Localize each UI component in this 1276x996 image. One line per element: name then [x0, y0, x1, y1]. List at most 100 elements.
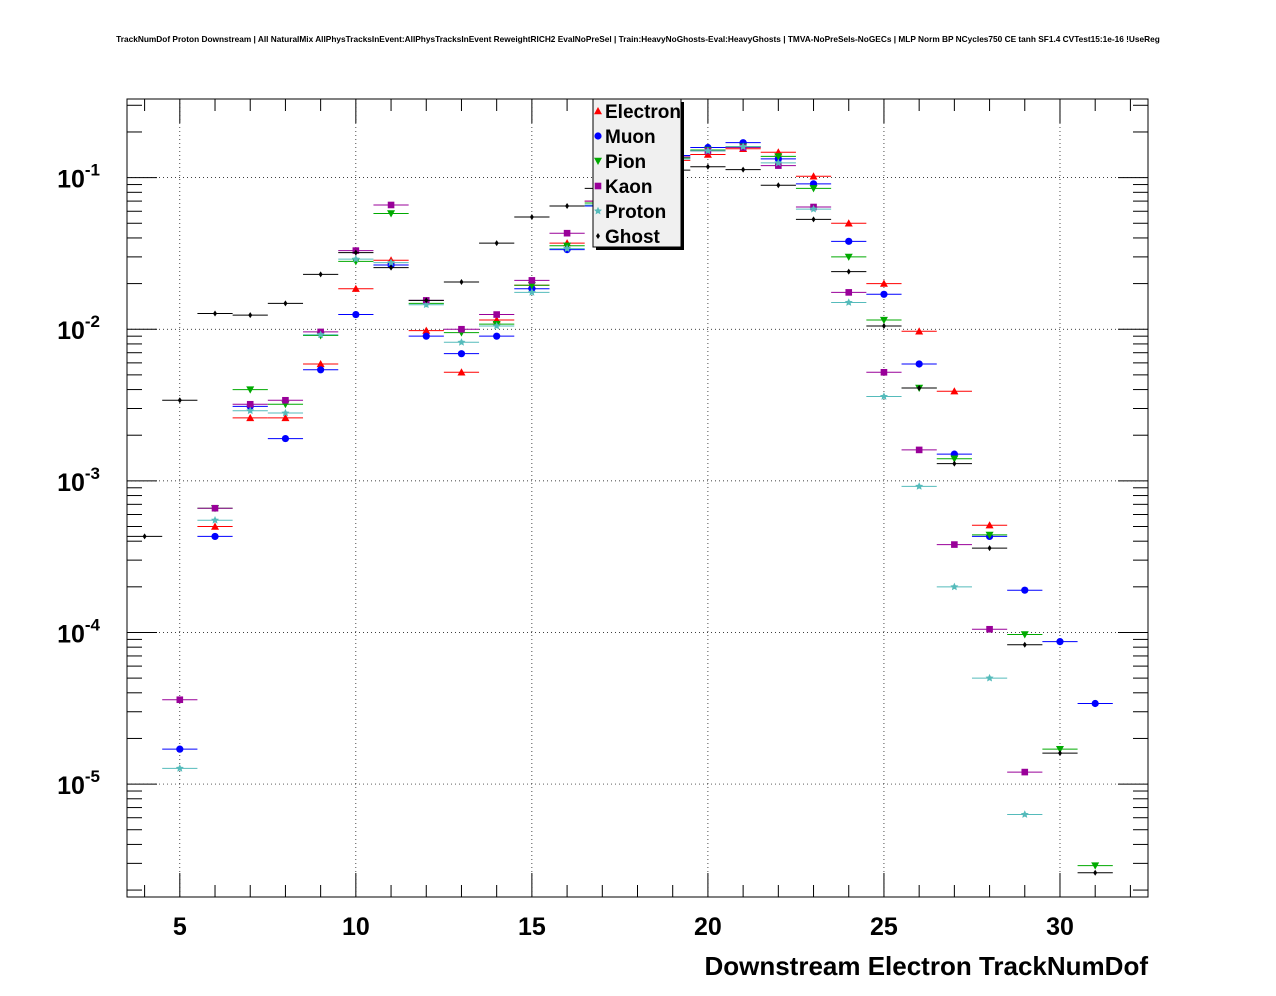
- marker-star: [351, 254, 360, 263]
- marker-square: [775, 162, 782, 169]
- legend-label: Kaon: [605, 177, 653, 198]
- marker-triangle-down: [1055, 745, 1064, 754]
- y-tick-label: 10-5: [57, 767, 100, 800]
- data-point: [443, 278, 480, 285]
- data-point: [831, 219, 867, 227]
- marker-triangle-up: [422, 326, 431, 334]
- data-point: [936, 387, 972, 395]
- data-point: [514, 277, 550, 284]
- marker-triangle-up: [809, 172, 818, 180]
- data-point: [267, 434, 304, 443]
- marker-square: [282, 396, 289, 404]
- marker-diamond: [987, 545, 992, 552]
- marker-triangle-up: [950, 387, 959, 395]
- data-point: [866, 279, 902, 287]
- data-point: [303, 330, 339, 339]
- legend-item: Kaon: [594, 177, 653, 198]
- marker-star: [739, 142, 748, 151]
- data-point: [971, 545, 1008, 552]
- marker-diamond: [917, 384, 922, 391]
- marker-square: [845, 289, 853, 296]
- marker-star: [457, 338, 466, 346]
- marker-diamond: [565, 202, 570, 209]
- marker-triangle-down: [950, 455, 959, 463]
- data-point: [232, 413, 268, 422]
- marker-circle: [211, 532, 219, 541]
- y-tick-label: 10-3: [57, 464, 100, 497]
- data-point: [232, 406, 268, 415]
- marker-diamond: [1022, 641, 1027, 648]
- data-point: [303, 359, 339, 368]
- x-tick-label: 20: [694, 913, 722, 941]
- marker-triangle-up: [316, 359, 325, 368]
- data-point: [338, 249, 374, 256]
- marker-star: [1020, 810, 1029, 818]
- data-point: [373, 264, 409, 271]
- legend-marker: [594, 107, 602, 115]
- grid-lines: [127, 99, 1148, 897]
- series-pion: [197, 143, 1113, 870]
- marker-circle: [422, 332, 430, 340]
- marker-diamond: [705, 163, 710, 170]
- marker-diamond: [248, 312, 253, 319]
- legend-item: Pion: [594, 152, 646, 173]
- data-point: [549, 244, 585, 253]
- marker-star: [492, 321, 501, 330]
- data-point: [408, 300, 444, 309]
- data-point: [338, 254, 374, 263]
- data-point: [408, 297, 444, 304]
- data-point: [479, 311, 515, 318]
- series-proton: [162, 142, 1043, 818]
- legend: Electron Muon Pion Kaon Proton Ghost: [592, 98, 684, 250]
- marker-diamond: [529, 213, 534, 220]
- data-point: [971, 531, 1008, 539]
- data-point: [866, 316, 902, 325]
- data-point: [479, 240, 515, 247]
- data-point: [795, 172, 832, 180]
- data-point: [303, 271, 339, 278]
- data-point: [1007, 768, 1043, 776]
- x-tick-label: 25: [870, 913, 898, 941]
- x-tick-label: 30: [1046, 913, 1074, 941]
- marker-star: [527, 288, 536, 296]
- data-point: [1077, 869, 1113, 876]
- chart-title: TrackNumDof Proton Downstream | All Natu…: [116, 34, 1160, 44]
- marker-triangle-up: [457, 368, 466, 376]
- data-point: [760, 158, 796, 167]
- data-point: [1042, 750, 1078, 757]
- data-point: [901, 360, 937, 368]
- marker-star: [809, 204, 818, 213]
- data-point: [866, 368, 902, 376]
- marker-star: [281, 408, 290, 417]
- data-point: [443, 338, 480, 346]
- data-point: [232, 400, 268, 408]
- legend-marker: [594, 157, 602, 165]
- data-point: [1042, 745, 1078, 754]
- data-point: [338, 310, 374, 319]
- marker-star: [985, 673, 994, 682]
- marker-circle: [1021, 586, 1029, 594]
- marker-diamond: [142, 533, 147, 540]
- data-point: [479, 332, 515, 340]
- data-point: [936, 460, 972, 467]
- marker-square: [493, 311, 500, 318]
- marker-square: [951, 541, 958, 548]
- data-point: [831, 237, 867, 245]
- legend-label: Pion: [605, 152, 646, 173]
- marker-star: [844, 298, 853, 306]
- data-point: [373, 210, 409, 218]
- data-point: [197, 522, 233, 530]
- marker-square: [563, 229, 571, 237]
- data-point: [866, 290, 902, 298]
- marker-square: [1021, 768, 1029, 776]
- marker-diamond: [776, 182, 781, 189]
- marker-star: [422, 300, 431, 309]
- data-point: [197, 532, 233, 541]
- data-point: [725, 142, 761, 151]
- data-point: [901, 384, 937, 391]
- data-point: [514, 282, 550, 290]
- marker-star: [175, 764, 184, 772]
- data-point: [1042, 638, 1078, 646]
- series-ghost: [127, 163, 1113, 876]
